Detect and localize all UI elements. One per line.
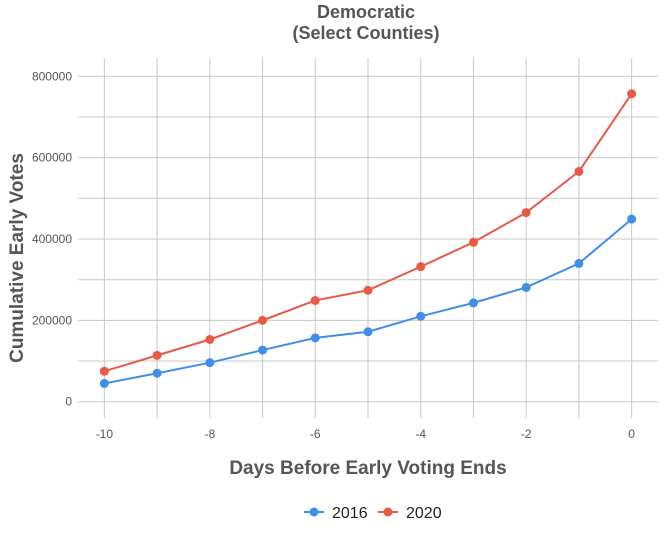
x-tick-label: -2 — [521, 427, 532, 441]
x-tick-label: 0 — [628, 427, 635, 441]
data-point — [258, 315, 268, 325]
legend-item: 2016 — [304, 505, 368, 522]
x-tick-label: -8 — [204, 427, 215, 441]
data-point — [627, 214, 637, 224]
data-point — [310, 333, 320, 343]
data-point — [205, 334, 215, 344]
data-point — [363, 285, 373, 295]
data-point — [416, 311, 426, 321]
data-point — [258, 345, 268, 355]
y-axis-title: Cumulative Early Votes — [7, 153, 28, 363]
y-tick-label: 0 — [65, 395, 72, 409]
data-point — [574, 258, 584, 268]
chart-subtitle: (Select Counties) — [292, 23, 439, 43]
data-point — [152, 350, 162, 360]
y-tick-label: 600000 — [32, 151, 72, 165]
y-tick-label: 800000 — [32, 69, 72, 83]
y-tick-label: 400000 — [32, 232, 72, 246]
legend-label: 2020 — [406, 505, 442, 522]
data-point — [363, 327, 373, 337]
data-point — [99, 366, 109, 376]
data-point — [627, 89, 637, 99]
data-point — [205, 358, 215, 368]
data-point — [468, 298, 478, 308]
series-layer — [99, 89, 637, 388]
chart-title: Democratic — [317, 2, 415, 22]
data-point — [521, 208, 531, 218]
x-tick-label: -10 — [96, 427, 114, 441]
data-point — [152, 368, 162, 378]
legend-item: 2020 — [378, 505, 442, 522]
x-tick-label: -6 — [310, 427, 321, 441]
data-point — [574, 166, 584, 176]
series-2020 — [99, 89, 637, 376]
data-point — [468, 237, 478, 247]
x-tick-label: -4 — [415, 427, 426, 441]
legend: 2016 2020 — [304, 505, 442, 522]
x-axis-ticks: -10 -8 -6 -4 -2 0 — [96, 427, 636, 441]
y-axis-ticks: 0 200000 400000 600000 800000 — [32, 69, 72, 408]
legend-label: 2016 — [332, 505, 368, 522]
data-point — [416, 262, 426, 272]
grid-lines — [78, 58, 658, 418]
legend-key-point — [383, 507, 393, 517]
data-point — [521, 282, 531, 292]
y-tick-label: 200000 — [32, 313, 72, 327]
x-axis-title: Days Before Early Voting Ends — [229, 458, 506, 479]
data-point — [310, 295, 320, 305]
series-2016 — [99, 214, 637, 388]
legend-key-point — [309, 507, 319, 517]
data-point — [99, 378, 109, 388]
